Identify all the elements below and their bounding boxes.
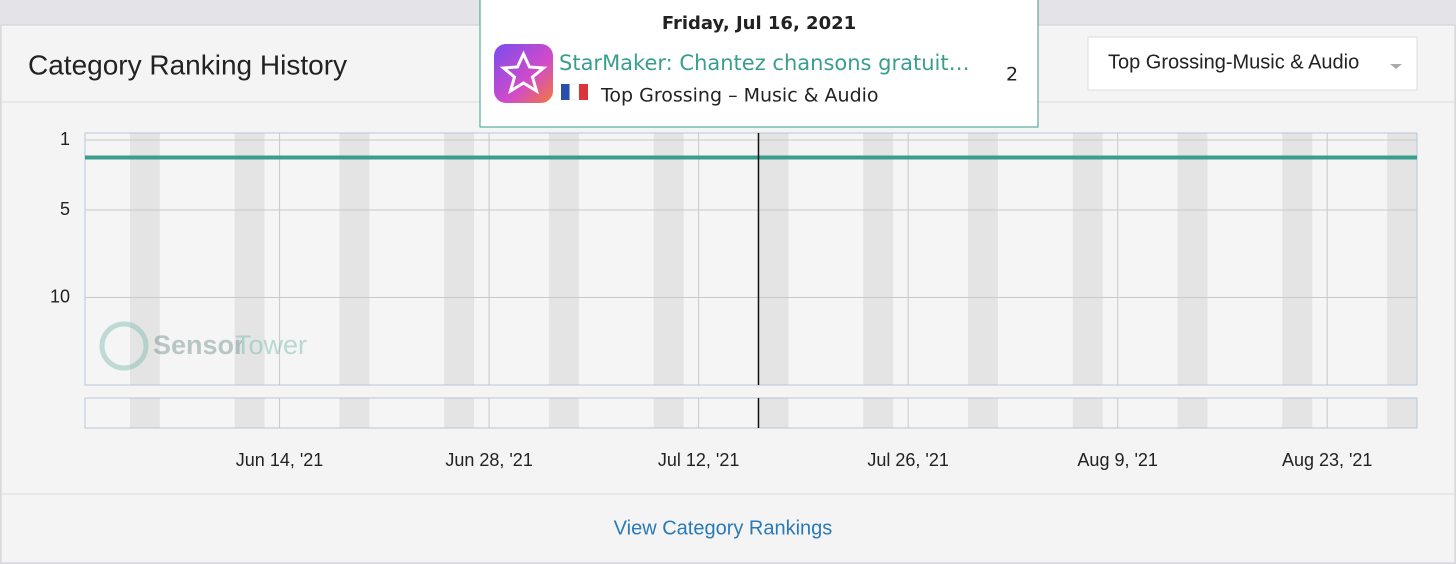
x-tick-label: Aug 9, '21 xyxy=(1077,450,1158,470)
weekend-band xyxy=(863,398,894,428)
weekend-band xyxy=(968,398,998,428)
dropdown[interactable] xyxy=(1087,36,1418,91)
tooltip-category: Top Grossing – Music & Audio xyxy=(600,85,879,107)
flag xyxy=(579,84,588,100)
weekend-band xyxy=(444,133,475,385)
x-tick-label: Jun 14, '21 xyxy=(236,450,324,470)
weekend-band xyxy=(1282,133,1313,385)
app-icon xyxy=(494,44,553,103)
weekend-band xyxy=(129,133,160,385)
weekend-band xyxy=(758,133,789,385)
weekend-band xyxy=(1072,133,1103,385)
dropdown-label[interactable]: Top Grossing-Music & Audio xyxy=(1108,51,1359,73)
watermark-text: Tower xyxy=(235,330,307,360)
navigator-background xyxy=(85,398,1417,428)
weekend-band xyxy=(653,133,684,385)
x-tick-label: Jun 28, '21 xyxy=(445,450,533,470)
weekend-band xyxy=(758,398,789,428)
weekend-band xyxy=(863,133,894,385)
weekend-band xyxy=(444,398,475,428)
x-tick-label: Jul 12, '21 xyxy=(658,450,740,470)
tooltip-rank: 2 xyxy=(1006,64,1018,86)
navigator-border xyxy=(84,397,1418,429)
weekend-band xyxy=(653,398,684,428)
weekend-band xyxy=(339,398,370,428)
plot-area: 1 5 10 Jun 14, '21 Jun 28, '21 Jul 12, '21 Jul… xyxy=(50,129,1418,470)
x-tick-label: Jul 26, '21 xyxy=(867,450,949,470)
app-icon-star xyxy=(499,50,548,95)
dropdown-arrow xyxy=(1390,64,1402,69)
weekend-band xyxy=(1387,133,1417,385)
tooltip-date: Friday, Jul 16, 2021 xyxy=(662,13,856,34)
tooltip-app-name: StarMaker: Chantez chansons gratuit… xyxy=(559,51,970,75)
weekend-band xyxy=(339,133,370,385)
tooltip-box xyxy=(479,0,1039,128)
weekend-band xyxy=(548,133,579,385)
weekend-band xyxy=(234,398,265,428)
weekend-band xyxy=(129,398,160,428)
footer-link[interactable]: View Category Rankings xyxy=(614,517,833,539)
weekend-band xyxy=(1072,398,1103,428)
watermark-logo xyxy=(99,321,149,371)
weekend-band xyxy=(1177,133,1208,385)
plot-border xyxy=(84,132,1418,386)
watermark-text: Sensor xyxy=(153,330,245,360)
x-tick-label: Aug 23, '21 xyxy=(1282,450,1373,470)
weekend-band xyxy=(1177,398,1208,428)
flag xyxy=(569,83,580,101)
y-tick-label: 1 xyxy=(60,129,70,149)
y-tick-label: 10 xyxy=(50,286,70,306)
tooltip: Friday, Jul 16, 2021 StarMaker: Chantez … xyxy=(479,0,1039,128)
y-tick-label: 5 xyxy=(60,199,70,219)
flag xyxy=(561,84,570,100)
panel-title: Category Ranking History xyxy=(28,49,347,80)
weekend-band xyxy=(1282,398,1313,428)
weekend-band xyxy=(548,398,579,428)
weekend-band xyxy=(968,133,998,385)
watermark: Sensor Tower xyxy=(99,321,307,371)
weekend-band xyxy=(234,133,265,385)
weekend-band xyxy=(1387,398,1417,428)
